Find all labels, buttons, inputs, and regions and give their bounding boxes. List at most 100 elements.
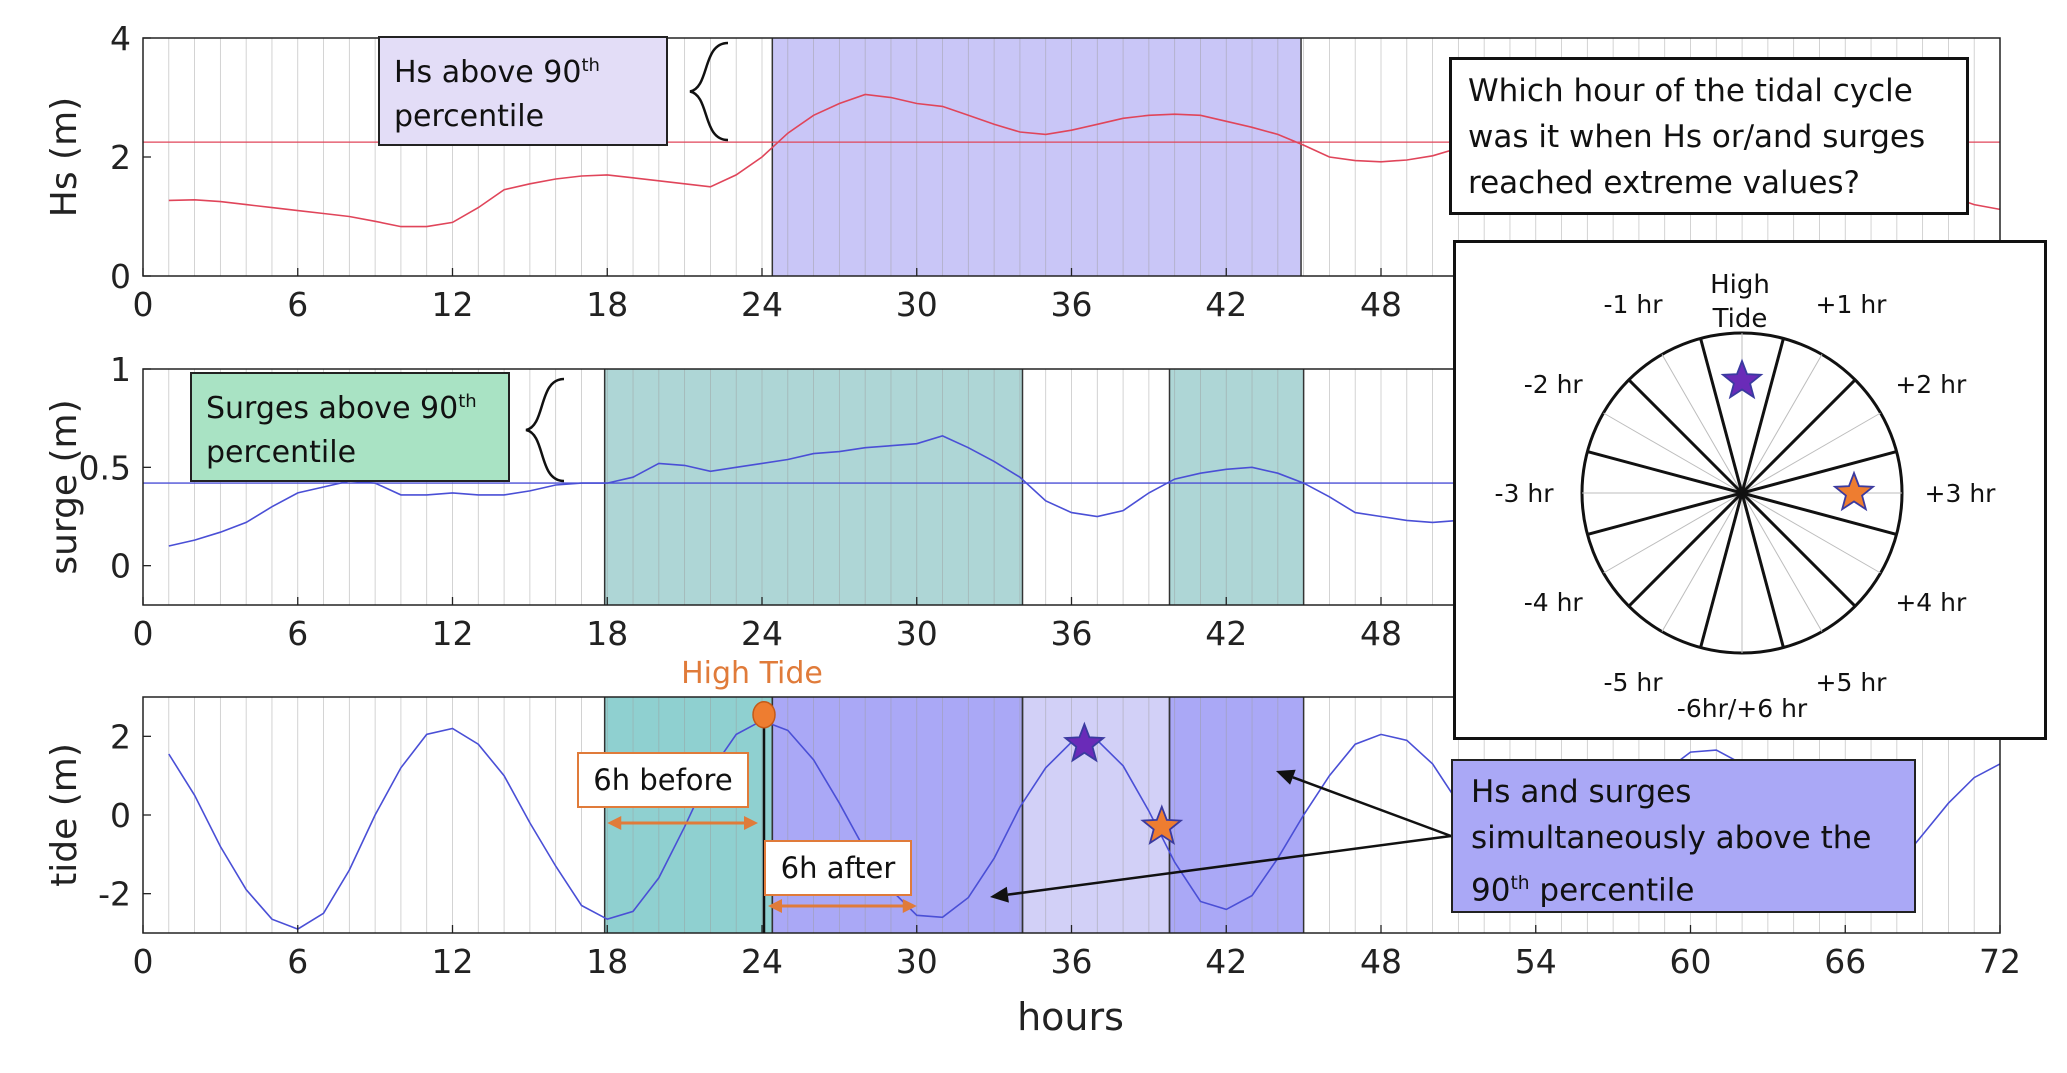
hs-x-tick-label: 12 [432,285,474,324]
surge-x-tick-label: 18 [586,614,628,653]
sim-line1: Hs and surges [1471,774,1692,810]
clock-hour-label: -1 hr [1604,290,1664,319]
tide-x-tick-label: 60 [1670,942,1712,981]
clock-thin-spoke [1603,412,1743,494]
surge-x-tick-label: 6 [287,614,308,653]
clock-thin-spoke [1661,354,1743,494]
six-hours-before-box: 6h before [577,752,749,808]
question-text: Which hour of the tidal cycle was it whe… [1468,73,1926,201]
tidal-clock: High Tide +1 hr +2 hr +3 hr +4 hr +5 hr -6hr/+6… [1495,270,1997,723]
tidal-clock-inset: High Tide +1 hr +2 hr +3 hr +4 hr +5 hr -6hr/+6… [1453,240,2047,740]
tide-x-tick-label: 36 [1051,942,1093,981]
hs-box-line1: Hs above 90 [394,55,582,90]
surge-x-tick-label: 36 [1051,614,1093,653]
clock-sector-divider [1627,491,1744,608]
hs-y-tick-label: 0 [110,257,131,296]
clock-label-tide: Tide [1712,304,1768,334]
clock-thin-spoke [1741,492,1881,574]
tide-x-tick-label: 30 [896,942,938,981]
hs-box-sup: th [581,55,600,76]
surge-box-brace [525,377,565,483]
after-label: 6h after [780,851,896,885]
six-hours-before-arrow-head-left [607,816,622,830]
hs-x-tick-label: 30 [896,285,938,324]
clock-hour-label: -2 hr [1524,370,1584,399]
six-hours-after-arrow-head-right [902,899,917,913]
clock-thin-spoke [1661,492,1743,632]
star-marker [1062,721,1106,763]
tide-x-tick-label: 72 [1979,942,2021,981]
sim-line3: percentile [1529,872,1695,909]
surge-shaded-window [1169,369,1304,605]
clock-sector-divider [1740,492,1785,648]
six-hours-before-arrow [607,816,758,830]
hs-x-tick-label: 42 [1205,285,1247,324]
arrow-to-window-a [1276,769,1452,838]
tide-x-axis-label: hours [1017,995,1124,1039]
clock-thin-spoke [1603,492,1743,574]
clock-sector-divider [1587,491,1743,536]
arrow-to-window-b-shaft [1007,834,1452,896]
clock-star [1832,470,1876,512]
tide-y-tick-label: 2 [110,717,131,756]
arrow-to-window-b-head [990,886,1009,903]
simultaneous-box: Hs and surges simultaneously above the 9… [1451,759,1916,913]
six-hours-after-arrow [768,899,917,913]
surge-y-tick-label: 0 [110,547,131,586]
surge-x-tick-label: 48 [1360,614,1402,653]
surge-y-tick-label: 1 [110,350,131,389]
hs-x-tick-label: 24 [741,285,783,324]
sim-line2: simultaneously above the [1471,820,1872,856]
surge-box-sup: th [458,391,477,412]
surge-x-tick-label: 24 [741,614,783,653]
surge-x-tick-label: 42 [1205,614,1247,653]
hs-box-line2: percentile [394,99,545,134]
question-box: Which hour of the tidal cycle was it whe… [1449,57,1969,215]
hs-x-tick-label: 48 [1360,285,1402,324]
clock-hour-label: -4 hr [1524,588,1584,617]
clock-sector-divider [1699,492,1744,648]
arrow-to-window-b [990,834,1452,903]
arrow-to-window-a-shaft [1292,776,1452,838]
high-tide-label: High Tide [681,656,823,691]
clock-hour-label: +1 hr [1816,290,1888,319]
tide-x-tick-label: 42 [1205,942,1247,981]
clock-hour-label: -5 hr [1604,668,1664,697]
tide-x-tick-label: 18 [586,942,628,981]
hs-x-tick-label: 6 [287,285,308,324]
before-label: 6h before [593,763,733,797]
six-hours-before-arrow-head-right [744,816,758,830]
hs-y-tick-label: 4 [110,19,131,58]
hs-x-tick-label: 36 [1051,285,1093,324]
arrow-to-window-a-head [1276,769,1296,785]
tide-x-tick-label: 0 [133,942,154,981]
clock-sector-divider [1740,338,1785,494]
surge-x-tick-label: 30 [896,614,938,653]
surge-x-tick-label: 12 [432,614,474,653]
sim-sup: th [1510,873,1530,894]
clock-thin-spoke [1741,492,1823,632]
six-hours-after-box: 6h after [764,840,912,896]
clock-hour-label: -6hr/+6 hr [1677,694,1808,723]
sim-sup-num: 90 [1471,872,1511,909]
surge-box-line2: percentile [206,435,357,470]
tide-x-tick-label: 6 [287,942,308,981]
hs-shaded-window [772,38,1302,276]
hs-threshold-box: Hs above 90th percentile [378,36,668,146]
clock-sector-divider [1699,338,1744,494]
high-tide-marker [752,700,776,729]
tide-shaded-window [1022,697,1170,933]
surge-box-line1: Surges above 90 [206,391,459,426]
tide-shaded-window [1169,697,1304,933]
tide-x-tick-label: 24 [741,942,783,981]
hs-x-tick-label: 18 [586,285,628,324]
surge-y-tick-label: 0.5 [79,448,131,487]
surge-x-tick-label: 0 [133,614,154,653]
clock-thin-spoke [1741,354,1823,494]
clock-label-high: High [1710,270,1770,300]
tide-y-axis-label: tide (m) [44,743,85,887]
tide-x-tick-label: 54 [1515,942,1557,981]
tide-shaded-window [604,697,773,933]
clock-hour-label: +3 hr [1925,479,1997,508]
clock-hour-label: +5 hr [1816,668,1888,697]
